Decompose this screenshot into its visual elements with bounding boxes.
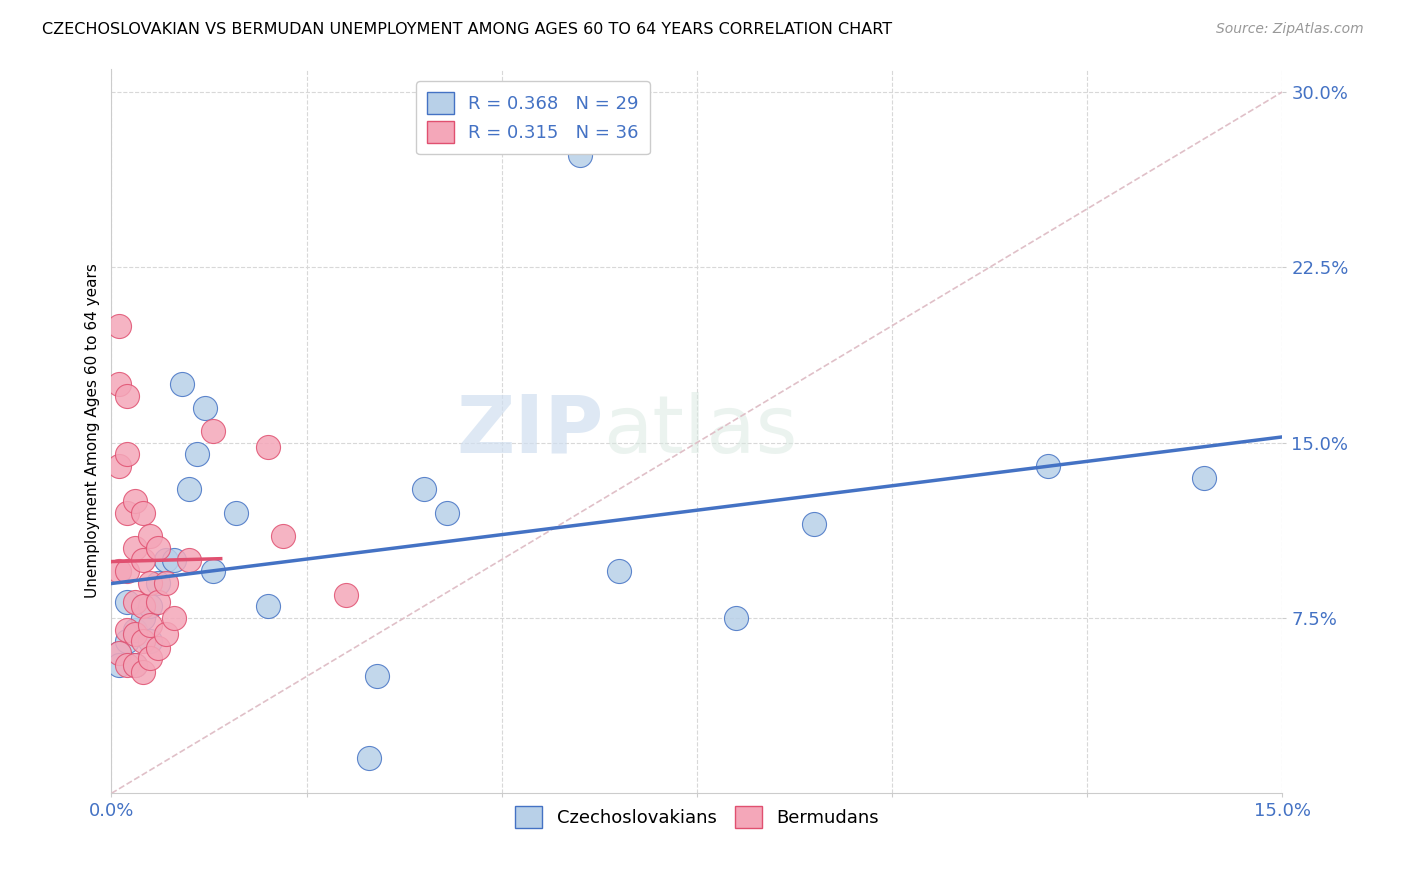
Text: CZECHOSLOVAKIAN VS BERMUDAN UNEMPLOYMENT AMONG AGES 60 TO 64 YEARS CORRELATION C: CZECHOSLOVAKIAN VS BERMUDAN UNEMPLOYMENT… [42,22,893,37]
Point [115,564,138,578]
Point [163,552,186,566]
Point [1194,471,1216,485]
Point [124,657,146,672]
Point [201,564,224,578]
Point [124,627,146,641]
Point [115,447,138,461]
Point [148,575,170,590]
Point [108,318,131,333]
Point [131,665,153,679]
Point [131,611,153,625]
Point [179,483,201,497]
Point [256,440,278,454]
Point [108,646,131,660]
Point [124,594,146,608]
Point [155,575,177,590]
Point [115,594,138,608]
Text: ZIP: ZIP [456,392,603,470]
Legend: Czechoslovakians, Bermudans: Czechoslovakians, Bermudans [508,798,886,835]
Point [131,599,153,614]
Point [139,650,162,665]
Y-axis label: Unemployment Among Ages 60 to 64 years: Unemployment Among Ages 60 to 64 years [86,263,100,599]
Point [179,552,201,566]
Point [412,483,434,497]
Point [170,377,193,392]
Point [115,634,138,648]
Point [131,506,153,520]
Point [163,611,186,625]
Point [225,506,247,520]
Point [139,634,162,648]
Point [155,627,177,641]
Point [148,641,170,656]
Point [194,401,217,415]
Point [108,377,131,392]
Point [108,458,131,473]
Point [256,599,278,614]
Point [108,564,131,578]
Point [124,657,146,672]
Point [1038,458,1060,473]
Point [124,541,146,555]
Point [139,599,162,614]
Point [568,148,591,162]
Point [139,575,162,590]
Point [271,529,294,543]
Point [803,517,825,532]
Point [108,657,131,672]
Point [607,564,630,578]
Point [139,529,162,543]
Text: Source: ZipAtlas.com: Source: ZipAtlas.com [1216,22,1364,37]
Point [724,611,747,625]
Point [436,506,458,520]
Point [124,494,146,508]
Point [115,623,138,637]
Point [186,447,208,461]
Point [115,657,138,672]
Point [148,594,170,608]
Point [366,669,388,683]
Point [124,623,146,637]
Point [131,552,153,566]
Point [155,552,177,566]
Point [139,618,162,632]
Point [108,646,131,660]
Point [148,541,170,555]
Point [201,424,224,438]
Point [115,389,138,403]
Point [115,506,138,520]
Point [357,751,380,765]
Point [131,634,153,648]
Point [335,588,357,602]
Text: atlas: atlas [603,392,797,470]
